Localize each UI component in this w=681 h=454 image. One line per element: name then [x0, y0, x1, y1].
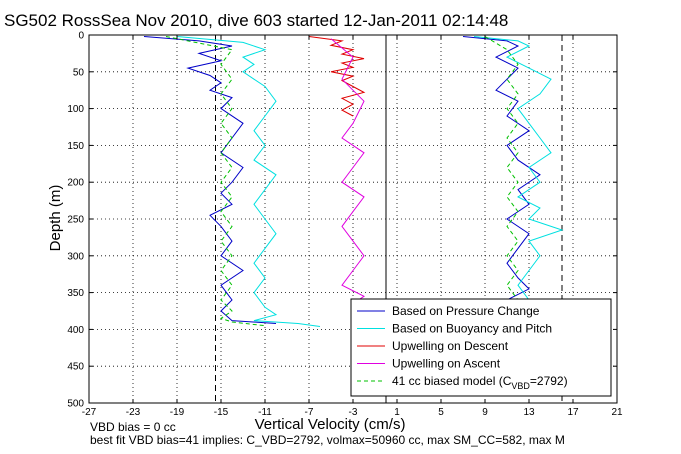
- x-tick-label: 17: [567, 407, 579, 418]
- series-line-2: [473, 36, 564, 301]
- x-tick-label: 9: [482, 407, 488, 418]
- annotation-best-fit: best fit VBD bias=41 implies: C_VBD=2792…: [90, 433, 565, 447]
- x-tick-label: 21: [611, 407, 623, 418]
- x-tick-label: -11: [258, 407, 272, 418]
- y-tick-label: 400: [67, 325, 84, 336]
- chart-title: SG502 RossSea Nov 2010, dive 603 started…: [4, 11, 508, 30]
- series-line-4: [330, 38, 365, 324]
- y-tick-label: 350: [67, 288, 84, 299]
- legend-label: Based on Pressure Change: [392, 304, 540, 318]
- x-axis-ticks: -27 -23 -19 -15 -11 -7 -3 1 5 9 13 17 21: [82, 35, 623, 418]
- y-tick-label: 450: [67, 362, 84, 373]
- x-tick-label: -15: [214, 407, 229, 418]
- y-axis-label: Depth (m): [47, 185, 64, 252]
- series-group: [143, 36, 564, 327]
- series-line-3: [308, 36, 366, 117]
- y-tick-label: 100: [67, 104, 84, 115]
- x-tick-label: -27: [82, 407, 97, 418]
- y-tick-label: 150: [67, 141, 84, 152]
- x-tick-label: 13: [523, 407, 535, 418]
- series-line-1: [462, 36, 541, 310]
- legend: Based on Pressure Change Based on Buoyanc…: [350, 298, 612, 397]
- x-tick-label: 5: [438, 407, 444, 418]
- y-tick-label: 200: [67, 178, 84, 189]
- y-tick-label: 500: [67, 399, 84, 410]
- y-tick-label: 300: [67, 251, 84, 262]
- series-line-1: [143, 36, 277, 324]
- x-tick-label: -3: [349, 407, 358, 418]
- series-line-5: [484, 36, 519, 301]
- x-tick-label: 1: [394, 407, 400, 418]
- legend-label: Upwelling on Ascent: [392, 357, 501, 371]
- y-tick-label: 250: [67, 215, 84, 226]
- annotation-vbd-bias: VBD bias = 0 cc: [90, 420, 176, 434]
- legend-label: 41 cc biased model (CVBD=2792): [392, 374, 568, 391]
- y-axis-ticks: 0 50 100 150 200 250 300 350 400 450 500: [67, 31, 617, 410]
- x-tick-label: -19: [170, 407, 185, 418]
- x-axis-label: Vertical Velocity (cm/s): [255, 416, 406, 433]
- legend-label: Based on Buoyancy and Pitch: [392, 322, 552, 336]
- y-tick-label: 50: [73, 67, 85, 78]
- legend-box: [350, 298, 612, 397]
- y-tick-label: 0: [78, 31, 84, 42]
- x-tick-label: -23: [126, 407, 141, 418]
- x-tick-label: -7: [305, 407, 314, 418]
- legend-label: Upwelling on Descent: [392, 339, 509, 353]
- series-line-2: [176, 36, 321, 327]
